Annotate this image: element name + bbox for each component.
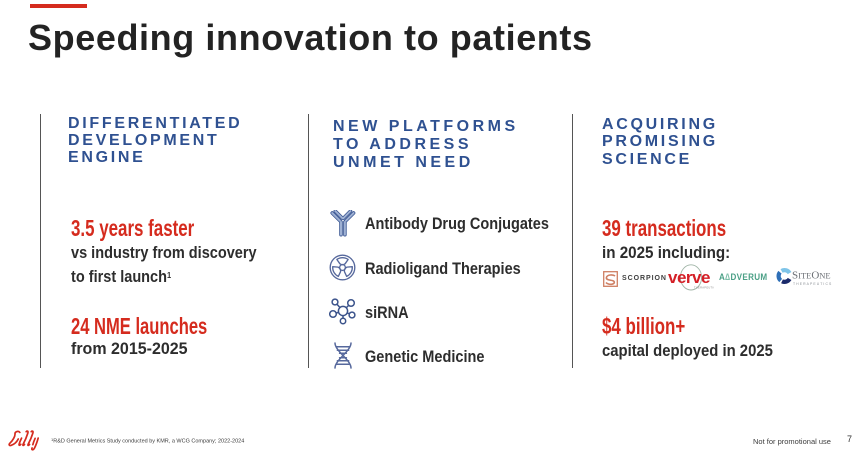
svg-text:THERAPEUTICS: THERAPEUTICS [793, 282, 832, 286]
svg-text:THERAPEUTICS: THERAPEUTICS [694, 286, 714, 290]
svg-text:verve: verve [668, 268, 710, 287]
svg-text:SITEONE: SITEONE [792, 270, 831, 282]
